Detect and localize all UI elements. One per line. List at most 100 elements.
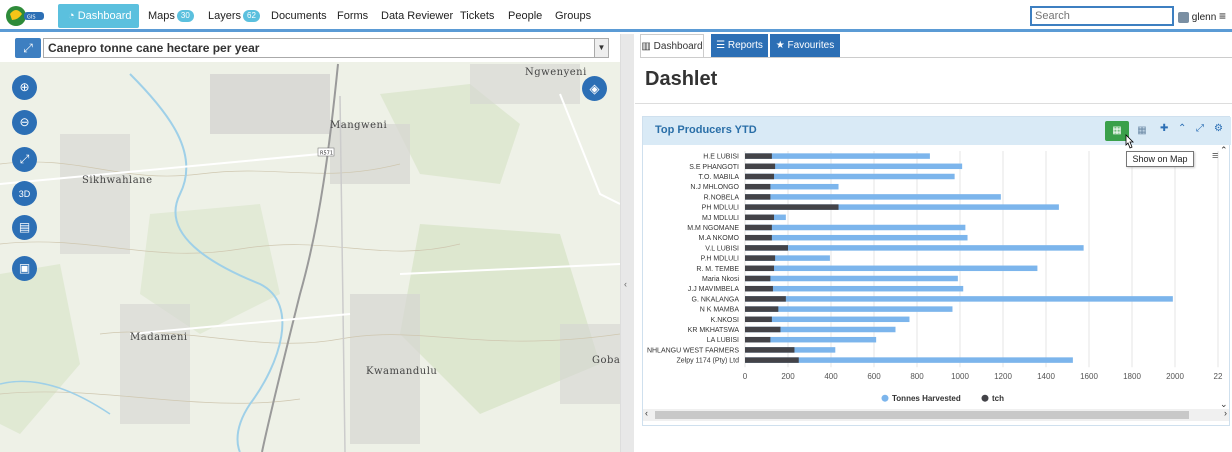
bar-tonnes-harvested	[745, 316, 910, 323]
bar-tonnes-harvested	[745, 357, 1073, 363]
category-label: S.E PHANGOTI	[689, 164, 739, 171]
nav-layers-label: Layers	[208, 10, 242, 22]
chevron-left-icon[interactable]: ‹	[645, 408, 648, 418]
place-label: Ngwenyeni	[525, 67, 587, 78]
map-toggle-button[interactable]: ▦	[1133, 121, 1151, 141]
category-label: K.NKOSI	[711, 317, 739, 324]
widget-header: Top Producers YTD ▦ ▦ ✚ ⌃ ⤢ ⚙	[643, 117, 1231, 145]
expand-icon[interactable]: ⤢	[1196, 123, 1204, 134]
nav-data-reviewer[interactable]: Data Reviewer	[381, 10, 454, 22]
zoom-in-button[interactable]: ⊕	[12, 75, 37, 100]
bar-tch	[745, 347, 795, 353]
bar-tch	[745, 357, 799, 363]
app-logo[interactable]: GIS	[4, 4, 46, 28]
scrollbar-thumb[interactable]	[655, 411, 1189, 419]
bar-tonnes-harvested	[745, 275, 958, 282]
legend-marker	[981, 394, 989, 402]
pin-icon[interactable]: ✚	[1160, 123, 1169, 134]
nav-people[interactable]: People	[508, 10, 543, 22]
x-tick-label: 0	[743, 372, 748, 381]
gear-icon[interactable]: ⚙	[1214, 123, 1223, 134]
tab-reports-label: Reports	[727, 40, 763, 51]
fullscreen-button[interactable]: ⤢	[15, 38, 41, 58]
category-label: J.J MAVIMBELA	[688, 286, 740, 293]
nav-forms[interactable]: Forms	[337, 10, 369, 22]
chart-menu-icon[interactable]: ≡	[1212, 150, 1219, 162]
category-label: Maria Nkosi	[702, 276, 739, 283]
x-tick-label: 600	[867, 372, 881, 381]
category-label: H.E LUBISI	[703, 154, 739, 161]
bar-tonnes-harvested	[745, 183, 839, 190]
category-label: N K MAMBA	[700, 307, 740, 314]
layer-select[interactable]: Canepro tonne cane hectare per year ▼	[43, 38, 609, 58]
show-on-map-button[interactable]: ▦	[1105, 121, 1129, 141]
category-label: V.L LUBISI	[705, 245, 739, 252]
x-tick-label: 1600	[1080, 372, 1098, 381]
page-title: Dashlet	[645, 68, 718, 90]
nav-dashboard-label: Dashboard	[77, 10, 132, 22]
bar-tonnes-harvested	[745, 245, 1084, 251]
nav-layers[interactable]: Layers 62	[208, 4, 260, 28]
dashboard-icon: ◔	[68, 10, 78, 22]
chevron-up-icon[interactable]: ⌃	[1220, 145, 1228, 155]
bar-tch	[745, 285, 773, 292]
svg-text:GIS: GIS	[27, 15, 36, 21]
bar-tch	[745, 255, 776, 261]
x-tick-label: 200	[781, 372, 795, 381]
bar-tonnes-harvested	[745, 336, 877, 343]
list-icon: ☰	[716, 40, 728, 51]
bar-tonnes-harvested	[745, 296, 1173, 302]
nav-maps[interactable]: Maps 30	[148, 4, 194, 28]
full-extent-button[interactable]: ⤢	[12, 147, 37, 172]
3d-view-button[interactable]: 3D	[12, 181, 37, 206]
search-input[interactable]	[1030, 6, 1174, 26]
tab-dashboard[interactable]: ▥ Dashboard	[640, 34, 704, 58]
legend-label: Tonnes Harvested	[892, 394, 961, 403]
tab-favourites[interactable]: ★ Favourites	[770, 34, 840, 58]
nav-documents[interactable]: Documents	[271, 10, 327, 22]
chevron-right-icon[interactable]: ›	[1224, 408, 1227, 418]
tab-reports[interactable]: ☰ Reports	[711, 34, 768, 58]
panel-splitter[interactable]: ‹	[620, 34, 634, 452]
bar-tonnes-harvested	[745, 153, 930, 159]
bar-chart: 0 200 400 600 800 1000 1200 1400 1600 1800 2000 22 H…	[647, 151, 1223, 403]
place-label: Mangweni	[330, 120, 388, 131]
top-producers-widget: Top Producers YTD ▦ ▦ ✚ ⌃ ⤢ ⚙ 0 200 400 600…	[642, 116, 1231, 426]
layers-button[interactable]: ◈	[582, 76, 607, 101]
tab-favourites-label: Favourites	[787, 40, 835, 51]
bar-tch	[745, 336, 771, 343]
nav-tickets[interactable]: Tickets	[460, 10, 495, 22]
legend-label: tch	[992, 394, 1004, 403]
nav-groups[interactable]: Groups	[555, 10, 592, 22]
chevron-up-icon[interactable]: ⌃	[1178, 123, 1187, 134]
x-tick-label: 2000	[1166, 372, 1184, 381]
user-menu[interactable]: glenn ≡	[1178, 6, 1226, 26]
save-icon: ▣	[18, 261, 31, 275]
3d-icon: 3D	[18, 189, 31, 199]
nav-dashboard[interactable]: ◔ Dashboard	[58, 4, 139, 28]
x-tick-label: 1400	[1037, 372, 1055, 381]
bar-tch	[745, 245, 788, 251]
cursor-icon	[1125, 134, 1134, 149]
layers-count-badge: 62	[243, 10, 260, 23]
zoom-in-icon: ⊕	[19, 80, 30, 94]
bar-tch	[745, 183, 771, 190]
full-extent-icon: ⤢	[19, 152, 30, 166]
save-button[interactable]: ▣	[12, 256, 37, 281]
bar-tch	[745, 214, 775, 221]
tab-dashboard-label: Dashboard	[653, 41, 703, 52]
bar-tch	[745, 296, 786, 302]
zoom-out-icon: ⊖	[19, 115, 30, 129]
zoom-out-button[interactable]: ⊖	[12, 110, 37, 135]
expand-icon: ⤢	[23, 41, 33, 55]
x-tick-label: 1800	[1123, 372, 1141, 381]
category-label: R. M. TEMBE	[696, 266, 739, 273]
map-icon: ▦	[1112, 125, 1122, 136]
bar-tonnes-harvested	[745, 265, 1038, 272]
map-canvas[interactable]: R571	[0, 34, 620, 452]
chevron-down-icon[interactable]: ⌄	[1220, 399, 1228, 409]
x-tick-label: 22	[1214, 372, 1223, 381]
print-button[interactable]: ▤	[12, 215, 37, 240]
vertical-scrollbar[interactable]: ⌃ ⌄	[1219, 145, 1230, 410]
horizontal-scrollbar[interactable]: ‹ ›	[643, 408, 1229, 421]
